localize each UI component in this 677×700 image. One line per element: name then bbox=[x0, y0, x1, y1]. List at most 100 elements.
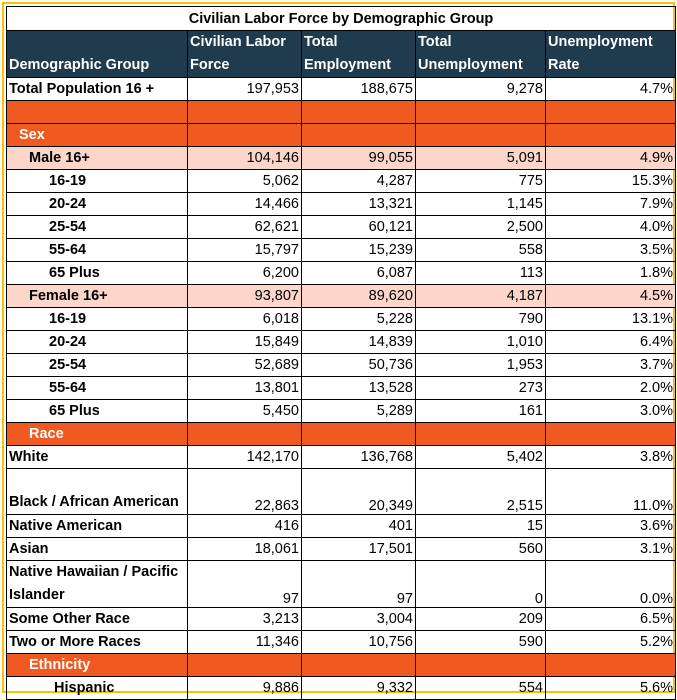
cell-rate: 2.0% bbox=[544, 376, 677, 400]
cell-emp: 5,289 bbox=[301, 399, 416, 423]
cell-emp: 10,756 bbox=[301, 630, 416, 654]
row-label: Male 16+ bbox=[6, 146, 188, 170]
cell-unemp: 5,091 bbox=[415, 146, 546, 170]
header-demographic-group: Demographic Group bbox=[6, 30, 188, 78]
cell-emp: 13,321 bbox=[301, 192, 416, 216]
table-row-total: Total Population 16 + 197,953 188,675 9,… bbox=[6, 77, 677, 101]
table-title: Civilian Labor Force by Demographic Grou… bbox=[5, 6, 677, 31]
cell-emp: 401 bbox=[301, 514, 416, 538]
cell-emp: 50,736 bbox=[301, 353, 416, 377]
cell-rate: 6.4% bbox=[544, 330, 677, 354]
section-row-race: Race bbox=[6, 422, 677, 446]
cell-unemp: 113 bbox=[415, 261, 546, 285]
cell-unemp: 2,515 bbox=[415, 468, 546, 515]
cell-clf: 5,450 bbox=[187, 399, 302, 423]
cell-clf: 93,807 bbox=[187, 284, 302, 308]
row-label: 16-19 bbox=[6, 169, 188, 193]
cell-rate: 3.7% bbox=[544, 353, 677, 377]
row-label: 20-24 bbox=[6, 330, 188, 354]
section-label: Ethnicity bbox=[6, 653, 188, 677]
cell-emp: 136,768 bbox=[301, 445, 416, 469]
cell-emp: 14,839 bbox=[301, 330, 416, 354]
cell-emp: 5,228 bbox=[301, 307, 416, 331]
table-row: Black / African American 22,863 20,349 2… bbox=[6, 468, 677, 515]
table-row: Some Other Race 3,213 3,004 209 6.5% bbox=[6, 607, 677, 631]
cell-emp: 20,349 bbox=[301, 468, 416, 515]
cell-rate: 13.1% bbox=[544, 307, 677, 331]
cell-clf: 416 bbox=[187, 514, 302, 538]
cell-rate: 7.9% bbox=[544, 192, 677, 216]
table-row: 55-64 15,797 15,239 558 3.5% bbox=[6, 238, 677, 262]
cell-emp: 9,332 bbox=[301, 676, 416, 700]
row-label: White bbox=[6, 445, 188, 469]
cell-unemp: 558 bbox=[415, 238, 546, 262]
cell-emp: 99,055 bbox=[301, 146, 416, 170]
cell-unemp: 775 bbox=[415, 169, 546, 193]
cell-rate: 5.6% bbox=[544, 676, 677, 700]
table-row: 16-19 5,062 4,287 775 15.3% bbox=[6, 169, 677, 193]
row-label: 55-64 bbox=[6, 238, 188, 262]
header-total-employment: Total Employment bbox=[301, 30, 416, 78]
cell-unemp: 5,402 bbox=[415, 445, 546, 469]
cell-rate: 5.2% bbox=[544, 630, 677, 654]
table-row: 16-19 6,018 5,228 790 13.1% bbox=[6, 307, 677, 331]
cell-unemp: 790 bbox=[415, 307, 546, 331]
table-row: 65 Plus 5,450 5,289 161 3.0% bbox=[6, 399, 677, 423]
cell-clf: 15,849 bbox=[187, 330, 302, 354]
table-row-hispanic: Hispanic 9,886 9,332 554 5.6% bbox=[6, 676, 677, 700]
labor-force-table: Civilian Labor Force by Demographic Grou… bbox=[5, 6, 677, 700]
cell-clf: 97 bbox=[187, 560, 302, 608]
row-label: Native Hawaiian / Pacific Islander bbox=[6, 560, 188, 608]
cell-unemp: 590 bbox=[415, 630, 546, 654]
table-row: 55-64 13,801 13,528 273 2.0% bbox=[6, 376, 677, 400]
cell-emp: 89,620 bbox=[301, 284, 416, 308]
row-label: Native American bbox=[6, 514, 188, 538]
row-label: Total Population 16 + bbox=[6, 77, 188, 101]
table-row-male: Male 16+ 104,146 99,055 5,091 4.9% bbox=[6, 146, 677, 170]
cell-unemp: 273 bbox=[415, 376, 546, 400]
header-civilian-labor-force: Civilian Labor Force bbox=[187, 30, 302, 78]
row-label: Black / African American bbox=[6, 468, 188, 515]
table-row: Native American 416 401 15 3.6% bbox=[6, 514, 677, 538]
cell-unemp: 15 bbox=[415, 514, 546, 538]
cell-emp: 6,087 bbox=[301, 261, 416, 285]
cell-emp: 4,287 bbox=[301, 169, 416, 193]
cell-rate: 4.7% bbox=[544, 77, 677, 101]
row-label: 55-64 bbox=[6, 376, 188, 400]
cell-unemp: 4,187 bbox=[415, 284, 546, 308]
section-row-sex: Sex bbox=[6, 123, 677, 147]
row-label: 20-24 bbox=[6, 192, 188, 216]
cell-clf: 104,146 bbox=[187, 146, 302, 170]
cell-rate: 1.8% bbox=[544, 261, 677, 285]
cell-clf: 22,863 bbox=[187, 468, 302, 515]
cell-emp: 97 bbox=[301, 560, 416, 608]
cell-emp: 13,528 bbox=[301, 376, 416, 400]
row-label: Hispanic bbox=[6, 676, 188, 700]
title-row: Civilian Labor Force by Demographic Grou… bbox=[5, 6, 677, 31]
cell-clf: 197,953 bbox=[187, 77, 302, 101]
row-label: Two or More Races bbox=[6, 630, 188, 654]
cell-rate: 3.0% bbox=[544, 399, 677, 423]
cell-clf: 142,170 bbox=[187, 445, 302, 469]
cell-clf: 6,200 bbox=[187, 261, 302, 285]
cell-clf: 5,062 bbox=[187, 169, 302, 193]
cell-rate: 0.0% bbox=[544, 560, 677, 608]
cell-rate: 15.3% bbox=[544, 169, 677, 193]
table-row: 20-24 14,466 13,321 1,145 7.9% bbox=[6, 192, 677, 216]
cell-emp: 188,675 bbox=[301, 77, 416, 101]
cell-unemp: 1,953 bbox=[415, 353, 546, 377]
cell-rate: 3.6% bbox=[544, 514, 677, 538]
cell-rate: 6.5% bbox=[544, 607, 677, 631]
section-spacer-row bbox=[6, 100, 677, 124]
cell-unemp: 1,145 bbox=[415, 192, 546, 216]
cell-rate: 4.9% bbox=[544, 146, 677, 170]
section-row-ethnicity: Ethnicity bbox=[6, 653, 677, 677]
cell-unemp: 2,500 bbox=[415, 215, 546, 239]
table-row: White 142,170 136,768 5,402 3.8% bbox=[6, 445, 677, 469]
cell-unemp: 9,278 bbox=[415, 77, 546, 101]
cell-rate: 4.5% bbox=[544, 284, 677, 308]
cell-unemp: 554 bbox=[415, 676, 546, 700]
cell-clf: 52,689 bbox=[187, 353, 302, 377]
cell-unemp: 0 bbox=[415, 560, 546, 608]
table-row-female: Female 16+ 93,807 89,620 4,187 4.5% bbox=[6, 284, 677, 308]
